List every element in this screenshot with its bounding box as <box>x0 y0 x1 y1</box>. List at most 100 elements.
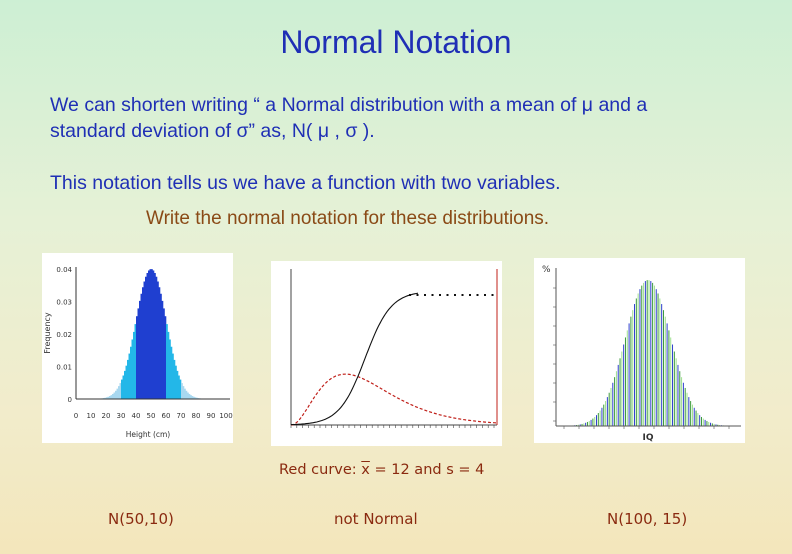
histogram-bar <box>139 300 141 399</box>
histogram-bar <box>130 346 132 399</box>
x-tick-label: 60 <box>162 412 171 420</box>
paragraph-1-line-1: We can shorten writing “ a Normal distri… <box>50 94 648 116</box>
histogram-bar <box>179 379 182 399</box>
histogram-bar <box>612 382 614 426</box>
histogram-bar <box>655 289 657 426</box>
histogram-bar <box>646 280 648 426</box>
histogram-bar <box>619 358 621 426</box>
histogram-bar <box>175 365 177 399</box>
x-tick-label: 70 <box>177 412 186 420</box>
x-tick-label: 20 <box>102 412 111 420</box>
histogram-bar <box>160 293 162 399</box>
black-curve-point <box>461 294 464 296</box>
histogram-bar <box>688 397 690 426</box>
histogram-bar <box>650 281 652 426</box>
histogram-bar <box>706 421 708 426</box>
x-tick-label: 90 <box>207 412 216 420</box>
black-curve-point <box>431 294 434 296</box>
histogram-bar <box>648 280 650 426</box>
histogram-bar <box>583 423 585 426</box>
note-prefix: Red curve: <box>279 462 362 478</box>
x-tick-label: 10 <box>87 412 96 420</box>
black-curve-point <box>469 294 471 296</box>
histogram-bar <box>679 371 681 426</box>
histogram-bar <box>109 396 111 399</box>
histogram-bar <box>121 379 123 399</box>
histogram-bar <box>112 393 114 399</box>
black-curve-point <box>476 294 479 296</box>
histogram-bar <box>172 353 174 399</box>
histogram-bar <box>577 424 579 426</box>
histogram-bar <box>601 407 603 426</box>
histogram-bar <box>588 421 590 426</box>
histogram-bar <box>684 387 686 426</box>
histogram-bar <box>668 330 670 426</box>
histogram-bar <box>661 304 663 426</box>
histogram-bar <box>643 282 645 426</box>
histogram-bar <box>681 377 683 426</box>
histogram-bar <box>691 404 693 426</box>
black-curve-point <box>446 294 449 296</box>
histogram-bar <box>143 281 146 399</box>
histogram-bar <box>142 287 144 399</box>
histogram-bar <box>133 331 135 399</box>
histogram-bar <box>634 304 636 426</box>
x-tick-label: 30 <box>117 412 126 420</box>
black-curve-point <box>416 294 419 296</box>
iq-histogram: % IQ <box>542 265 741 443</box>
histogram-bar <box>178 375 180 399</box>
black-curve-point <box>491 294 494 296</box>
histogram-bar <box>664 316 666 426</box>
histogram-bar <box>170 346 173 399</box>
histogram-bar <box>187 392 189 399</box>
histogram-bar <box>161 300 164 399</box>
histogram-bar <box>596 415 598 426</box>
histogram-bar <box>166 324 168 399</box>
histogram-bar <box>115 390 117 399</box>
histogram-bar <box>586 421 588 426</box>
histogram-bar <box>173 359 176 399</box>
histogram-bar <box>182 386 185 399</box>
histogram-bar <box>677 364 679 426</box>
histogram-bar <box>149 269 152 399</box>
histogram-bar <box>628 323 630 426</box>
histogram-bar <box>164 316 167 399</box>
histogram-bar <box>693 407 695 426</box>
histogram-bar <box>615 371 617 426</box>
histogram-bar <box>579 424 581 426</box>
x-tick-label: 40 <box>132 412 141 420</box>
histogram-bar <box>623 344 625 426</box>
histogram-bar <box>637 293 639 426</box>
histogram-bar <box>630 316 632 426</box>
y-tick-label: 0.02 <box>56 331 72 339</box>
black-curve-point <box>439 294 441 296</box>
histogram-bar <box>635 298 637 426</box>
slide-title: Normal Notation <box>280 24 512 60</box>
paragraph-1-line-2: standard deviation of σ” as, N( μ , σ ). <box>50 120 375 142</box>
y-axis-label: % <box>542 265 551 275</box>
histogram-bar <box>155 276 158 399</box>
histogram-bar <box>124 370 126 399</box>
histogram-bar <box>708 421 710 426</box>
histogram-bar <box>110 395 113 399</box>
histogram-bar <box>136 316 138 399</box>
histogram-bar <box>639 289 641 426</box>
iq-distribution-image: % IQ <box>534 258 745 443</box>
histogram-bar <box>610 387 612 426</box>
histogram-bar <box>107 396 110 399</box>
histogram-bar <box>617 364 619 426</box>
histogram-bar <box>196 397 198 399</box>
histogram-bar <box>682 382 684 426</box>
histogram-bar <box>632 310 634 426</box>
histogram-bar <box>184 388 186 399</box>
histogram-bar <box>710 422 712 426</box>
black-curve-point <box>454 294 456 296</box>
histogram-bar <box>659 298 661 426</box>
histogram-bar <box>157 281 159 399</box>
histogram-bar <box>116 388 119 399</box>
histogram-bar <box>704 419 706 426</box>
x-axis-label: IQ <box>643 433 654 443</box>
black-curve-point <box>409 294 411 296</box>
histogram-bar <box>176 370 179 399</box>
histogram-bar <box>624 337 626 426</box>
